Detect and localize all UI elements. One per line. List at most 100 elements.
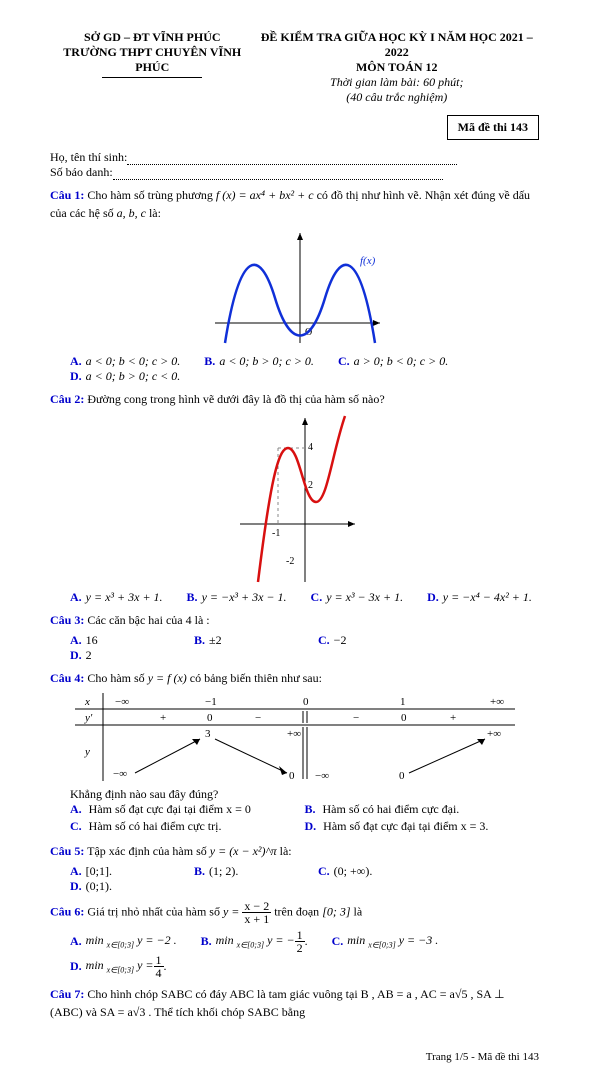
q1-text-b: có đồ thị như hình vẽ. Nhận xét đúng về … [317, 188, 530, 202]
xr1: −∞ [115, 696, 129, 708]
q2-ans-a: y = x³ + 3x + 1. [86, 590, 163, 605]
q4-svg: x −∞ −1 0 1 +∞ y′ + 0 − − 0 + y −∞ 3 0 +… [75, 693, 515, 781]
ans-letter: A. [70, 864, 82, 879]
q6a-rhs: = −2 . [145, 933, 176, 947]
yp5: − [353, 712, 359, 724]
q1-chart: O f(x) [50, 228, 539, 348]
q1-formula: f (x) = ax⁴ + bx² + c [216, 188, 314, 202]
q4-formula: y = f (x) [148, 671, 187, 685]
q1-label: Câu 1: [50, 188, 84, 202]
ans-letter: D. [70, 959, 82, 974]
q2-ym2: -2 [286, 556, 294, 567]
q3-label: Câu 3: [50, 613, 84, 627]
ans-letter: C. [338, 354, 350, 369]
q3-answers: A.16 B.±2 C.−2 D.2 [70, 633, 539, 663]
ans-letter: D. [305, 819, 317, 833]
id-label: Số báo danh: [50, 165, 113, 179]
q6-text-b: trên đoạn [274, 904, 322, 918]
ans-letter: A. [70, 590, 82, 605]
ans-letter: D. [70, 648, 82, 663]
yp-label: y′ [84, 712, 93, 724]
yv-rise: +∞ [287, 728, 301, 740]
header: SỞ GD – ĐT VĨNH PHÚC TRƯỜNG THPT CHUYÊN … [50, 30, 539, 105]
q1-text-a: Cho hàm số trùng phương [87, 188, 216, 202]
xr3: 0 [303, 696, 309, 708]
yv-right: +∞ [487, 728, 501, 740]
q6-answers: A. min x∈[0;3] y = −2 . B. min x∈[0;3] y… [70, 929, 539, 979]
q1-ans-a: a < 0; b < 0; c > 0. [86, 354, 181, 369]
q6-num: x − 2 [242, 900, 271, 913]
ans-letter: C. [332, 934, 344, 949]
ans-letter: A. [70, 354, 82, 369]
yv-from: −∞ [315, 770, 329, 781]
q1-svg: O f(x) [205, 228, 385, 348]
question-4: Câu 4: Cho hàm số y = f (x) có bảng biến… [50, 669, 539, 687]
ans-letter: C. [318, 864, 330, 879]
q1-vars: a, b, c [117, 206, 146, 220]
q3-text: Các căn bậc hai của 4 là : [87, 613, 209, 627]
school: TRƯỜNG THPT CHUYÊN VĨNH PHÚC [50, 45, 255, 75]
ans-letter: C. [70, 819, 82, 833]
yv-min: 0 [399, 770, 405, 781]
q2-ans-d: y = −x⁴ − 4x² + 1. [443, 590, 532, 605]
q1-ans-b: a < 0; b > 0; c > 0. [219, 354, 314, 369]
id-field [113, 179, 443, 180]
q5-ans-d: (0;1). [86, 879, 112, 894]
question-7: Câu 7: Cho hình chóp SABC có đáy ABC là … [50, 985, 539, 1021]
q2-svg: 4 2 -1 -2 [230, 414, 360, 584]
q4-options: A. Hàm số đạt cực đại tại điểm x = 0 B. … [70, 802, 539, 836]
q6-label: Câu 6: [50, 904, 84, 918]
q4-statement: Khẳng định nào sau đây đúng? [70, 787, 539, 802]
q6d-den: 4 [154, 967, 164, 979]
yv-peak: 3 [205, 728, 211, 740]
ans-letter: B. [194, 633, 205, 648]
q4-label: Câu 4: [50, 671, 84, 685]
ans-letter: D. [70, 369, 82, 384]
duration: Thời gian làm bài: 60 phút; [255, 75, 540, 90]
yp3: − [255, 712, 261, 724]
question-5: Câu 5: Tập xác định của hàm số y = (x − … [50, 842, 539, 860]
q1-answers: A. a < 0; b < 0; c > 0. B. a < 0; b > 0; c… [70, 354, 539, 384]
yv-left: −∞ [113, 768, 127, 780]
q6-den: x + 1 [242, 913, 271, 925]
ans-letter: D. [427, 590, 439, 605]
header-left: SỞ GD – ĐT VĨNH PHÚC TRƯỜNG THPT CHUYÊN … [50, 30, 255, 105]
q4-variation-table: x −∞ −1 0 1 +∞ y′ + 0 − − 0 + y −∞ 3 0 +… [50, 693, 539, 781]
q1-text-d: là: [149, 206, 161, 220]
yp6: 0 [401, 712, 407, 724]
ans-letter: A. [70, 633, 82, 648]
q2-curve [258, 416, 345, 582]
yp7: + [450, 712, 456, 724]
q5-text-a: Tập xác định của hàm số [87, 844, 210, 858]
ans-letter: B. [187, 590, 198, 605]
yp1: + [160, 712, 166, 724]
q6b-sub: x∈[0;3] [237, 941, 264, 950]
rule [102, 77, 202, 78]
q2-answers: A. y = x³ + 3x + 1. B. y = −x³ + 3x − 1. C… [70, 590, 539, 605]
ans-letter: B. [204, 354, 215, 369]
q5-answers: A.[0;1]. B.(1; 2). C.(0; +∞). D.(0;1). [70, 864, 539, 894]
name-label: Họ, tên thí sinh: [50, 150, 127, 164]
header-right: ĐỀ KIỂM TRA GIỮA HỌC KỲ I NĂM HỌC 2021 –… [255, 30, 540, 105]
q6a-sub: x∈[0;3] [107, 941, 134, 950]
q6-interval: [0; 3] [322, 904, 350, 918]
ans-letter: C. [318, 633, 330, 648]
q5-ans-a: [0;1]. [86, 864, 112, 879]
xr4: 1 [400, 696, 406, 708]
q2-ans-b: y = −x³ + 3x − 1. [202, 590, 287, 605]
q2-label: Câu 2: [50, 392, 84, 406]
q2-chart: 4 2 -1 -2 [50, 414, 539, 584]
ans-letter: C. [311, 590, 323, 605]
q4-opt-b: Hàm số có hai điểm cực đại. [323, 802, 460, 816]
q5-ans-c: (0; +∞). [334, 864, 373, 879]
xr5: +∞ [490, 696, 504, 708]
question-1: Câu 1: Cho hàm số trùng phương f (x) = a… [50, 186, 539, 222]
q4-text-b: có bảng biến thiên như sau: [190, 671, 322, 685]
q4-opt-c: Hàm số có hai điểm cực trị. [89, 819, 222, 833]
q5-text-b: là: [280, 844, 292, 858]
q3-ans-c: −2 [334, 633, 347, 648]
q2-ans-c: y = x³ − 3x + 1. [326, 590, 403, 605]
q6c-rhs: = −3 . [407, 933, 438, 947]
svg-text:y: y [84, 746, 90, 758]
q6c-sub: x∈[0;3] [368, 941, 395, 950]
